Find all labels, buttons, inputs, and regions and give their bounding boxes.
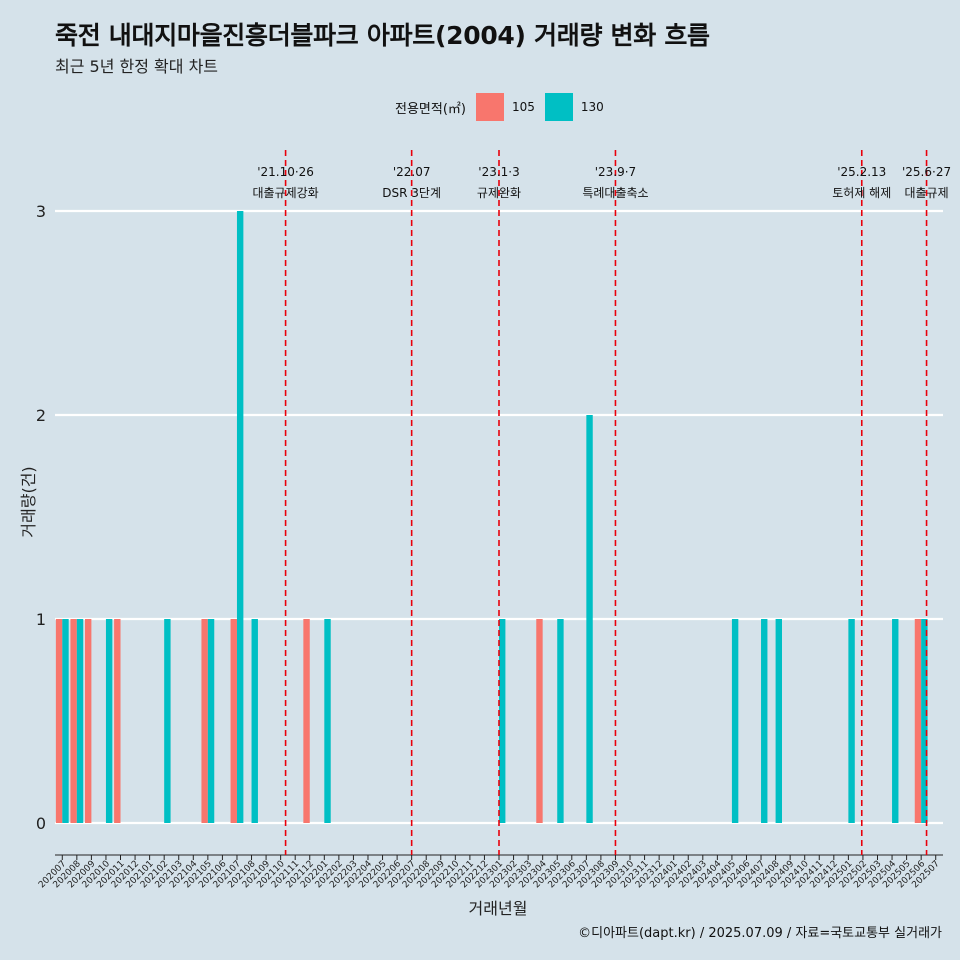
bar-105-202112 [303, 619, 310, 823]
event-date-label: '21.10·26 [257, 165, 314, 179]
bar-130-202008 [76, 619, 84, 823]
bar-130-202301 [499, 619, 506, 823]
bar-130-202307 [586, 415, 593, 823]
event-date-label: '25.2.13 [837, 165, 886, 179]
legend: 전용면적(㎡) 105 130 [395, 92, 614, 122]
chart-title: 죽전 내대지마을진흥더블파크 아파트(2004) 거래량 변화 흐름 [55, 21, 710, 50]
bar-105-202009 [84, 619, 92, 823]
bar-105-202105 [201, 619, 208, 823]
bar-130-202010 [105, 619, 113, 823]
bar-105-202008 [70, 619, 77, 823]
bar-130-202501 [848, 619, 855, 823]
bar-130-202105 [207, 619, 215, 823]
bar-105-202007 [55, 619, 63, 823]
event-date-label: '23.1·3 [478, 165, 519, 179]
bar-130-202107 [236, 211, 244, 823]
event-date-label: '23.9·7 [595, 165, 636, 179]
source-caption: ©디아파트(dapt.kr) / 2025.07.09 / 자료=국토교통부 실… [578, 926, 942, 941]
event-name-label: 대출규제 [904, 186, 948, 200]
bar-130-202108 [251, 619, 258, 823]
legend-swatch-105 [475, 93, 504, 121]
bar-130-202504 [892, 619, 899, 823]
bar-130-202007 [62, 619, 69, 823]
bar-130-202305 [557, 619, 564, 823]
bar-130-202506 [921, 619, 928, 823]
bar-105-202011 [114, 619, 121, 823]
legend-item-130: 130 [544, 93, 604, 121]
x-axis-title: 거래년월 [469, 899, 528, 918]
y-axis-title: 거래량(건) [19, 466, 38, 537]
legend-label-105: 105 [511, 100, 535, 114]
bar-105-202506 [914, 619, 922, 823]
event-name-label: 규제완화 [477, 186, 521, 200]
legend-label-130: 130 [580, 100, 604, 114]
chart-subtitle: 최근 5년 한정 확대 차트 [55, 57, 219, 76]
event-date-label: '22.07 [393, 165, 431, 179]
event-name-label: 토허제 해제 [832, 186, 891, 200]
y-tick-label: 3 [36, 202, 46, 221]
event-name-label: DSR 3단계 [382, 186, 441, 200]
bar-130-202408 [775, 619, 782, 823]
bar-130-202201 [324, 619, 331, 823]
event-date-label: '25.6·27 [902, 165, 951, 179]
y-tick-label: 1 [36, 610, 46, 629]
bar-130-202407 [761, 619, 768, 823]
legend-swatch-130 [544, 93, 573, 121]
bar-105-202304 [536, 619, 543, 823]
bar-130-202405 [731, 619, 739, 823]
event-name-label: 대출규제강화 [252, 186, 318, 200]
legend-item-105: 105 [475, 93, 535, 121]
legend-title: 전용면적(㎡) [395, 101, 466, 117]
event-name-label: 특례대출축소 [582, 186, 648, 200]
bar-105-202107 [230, 619, 237, 823]
bar-130-202102 [164, 619, 171, 823]
y-tick-label: 0 [36, 814, 46, 833]
y-tick-label: 2 [36, 406, 46, 425]
